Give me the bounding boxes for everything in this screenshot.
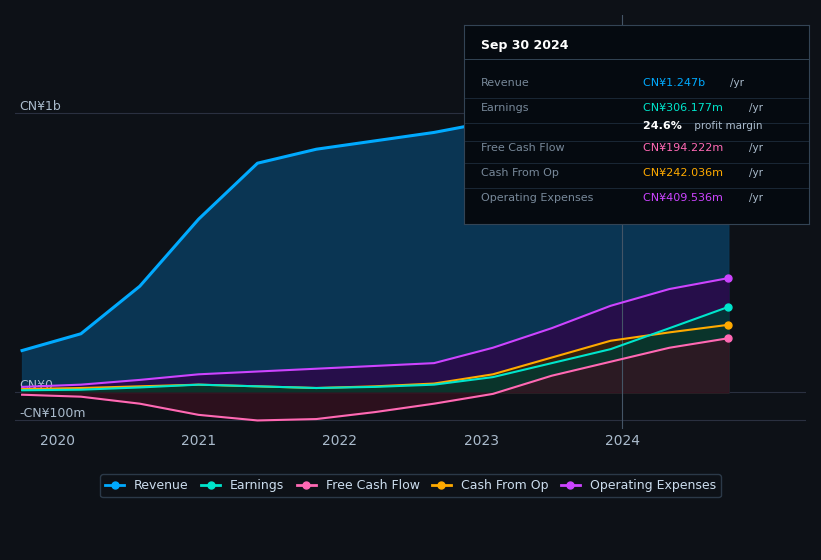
Text: /yr: /yr [750, 102, 764, 113]
Text: Revenue: Revenue [481, 78, 530, 88]
Text: CN¥242.036m: CN¥242.036m [643, 169, 727, 178]
Text: /yr: /yr [750, 169, 764, 178]
Text: Free Cash Flow: Free Cash Flow [481, 143, 565, 153]
Legend: Revenue, Earnings, Free Cash Flow, Cash From Op, Operating Expenses: Revenue, Earnings, Free Cash Flow, Cash … [100, 474, 721, 497]
Text: Operating Expenses: Operating Expenses [481, 193, 594, 203]
Text: CN¥1b: CN¥1b [19, 100, 61, 113]
Text: 24.6%: 24.6% [643, 120, 686, 130]
Text: /yr: /yr [750, 143, 764, 153]
Text: CN¥409.536m: CN¥409.536m [643, 193, 727, 203]
Text: profit margin: profit margin [691, 120, 763, 130]
Text: Earnings: Earnings [481, 102, 530, 113]
Text: CN¥194.222m: CN¥194.222m [643, 143, 727, 153]
Text: Cash From Op: Cash From Op [481, 169, 559, 178]
Text: CN¥306.177m: CN¥306.177m [643, 102, 727, 113]
Text: CN¥1.247b: CN¥1.247b [643, 78, 709, 88]
Text: -CN¥100m: -CN¥100m [19, 408, 85, 421]
Text: Sep 30 2024: Sep 30 2024 [481, 39, 569, 52]
Text: CN¥0: CN¥0 [19, 380, 53, 393]
Text: /yr: /yr [730, 78, 744, 88]
Text: /yr: /yr [750, 193, 764, 203]
